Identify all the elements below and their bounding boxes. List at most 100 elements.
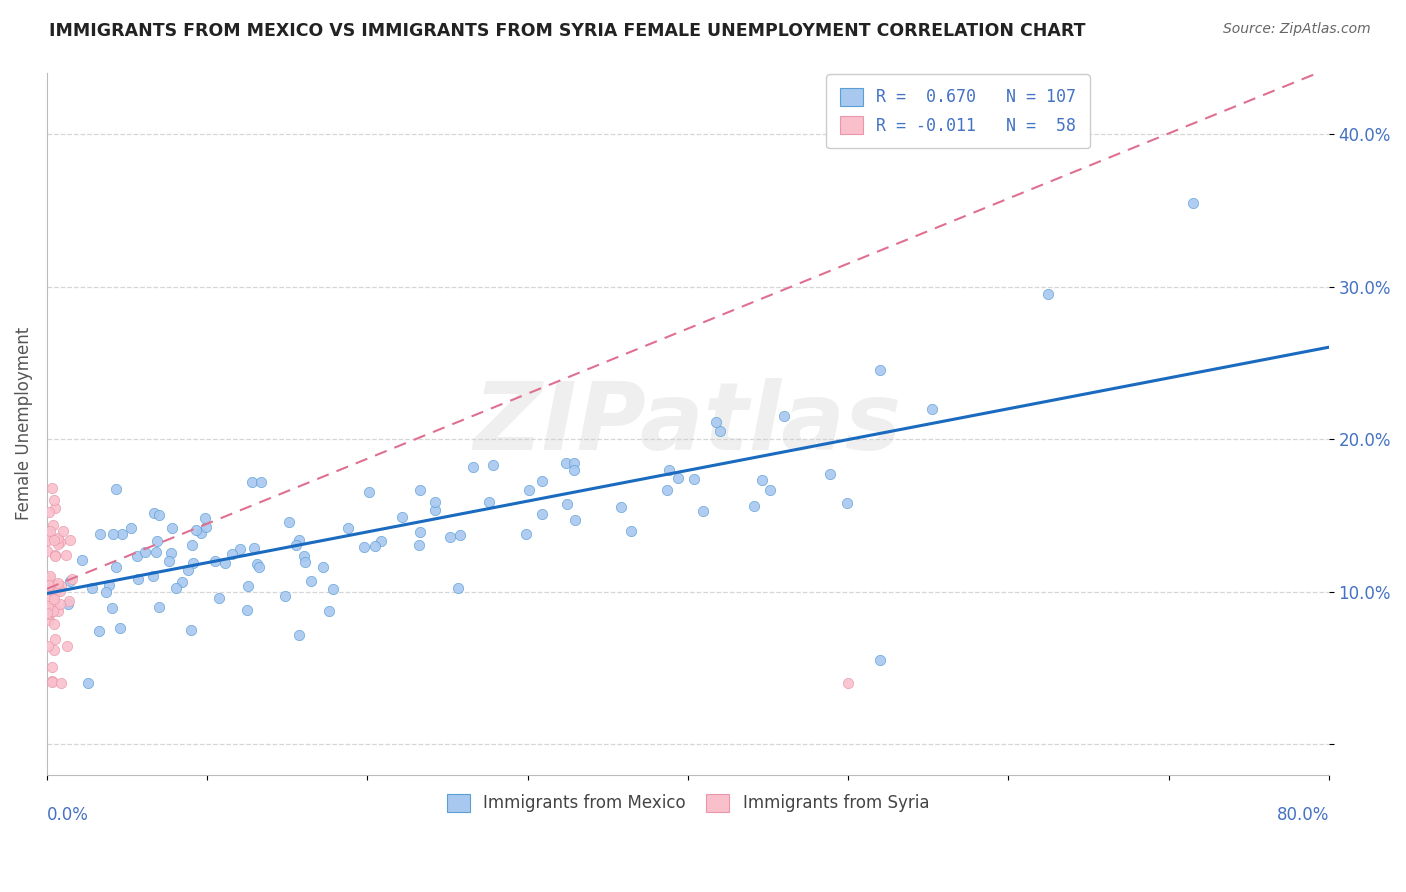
Point — [46, 531, 69, 545]
Point — [247, 559, 270, 574]
Point — [564, 513, 586, 527]
Point — [56, 597, 79, 611]
Point — [322, 582, 344, 596]
Point — [42, 580, 65, 594]
Point — [58, 594, 80, 608]
Point — [37, 533, 59, 548]
Point — [449, 527, 471, 541]
Point — [236, 603, 259, 617]
Point — [704, 415, 727, 429]
Point — [100, 601, 122, 615]
Point — [42, 604, 65, 618]
Point — [48, 584, 70, 599]
Point — [49, 535, 72, 549]
Text: IMMIGRANTS FROM MEXICO VS IMMIGRANTS FROM SYRIA FEMALE UNEMPLOYMENT CORRELATION : IMMIGRANTS FROM MEXICO VS IMMIGRANTS FRO… — [49, 22, 1085, 40]
Point — [46, 576, 69, 591]
Point — [157, 554, 180, 568]
Point — [301, 574, 323, 588]
Point — [180, 538, 202, 552]
Point — [284, 538, 307, 552]
Point — [204, 554, 226, 568]
Point — [658, 463, 681, 477]
Point — [146, 534, 169, 549]
Point — [37, 527, 59, 541]
Point — [165, 581, 187, 595]
Point — [111, 527, 134, 541]
Point — [44, 493, 66, 508]
Text: ZIPatlas: ZIPatlas — [474, 378, 901, 470]
Point — [555, 497, 578, 511]
Point — [49, 597, 72, 611]
Point — [38, 571, 60, 585]
Point — [42, 594, 65, 608]
Point — [44, 586, 66, 600]
Text: 0.0%: 0.0% — [46, 806, 89, 824]
Point — [666, 471, 689, 485]
Point — [610, 500, 633, 514]
Point — [657, 483, 679, 497]
Point — [184, 523, 207, 537]
Point — [759, 483, 782, 497]
Point — [142, 507, 165, 521]
Point — [52, 524, 75, 538]
Point — [709, 425, 731, 439]
Point — [44, 500, 66, 515]
Point — [240, 475, 263, 489]
Point — [42, 591, 65, 606]
Point — [364, 539, 387, 553]
Point — [425, 503, 447, 517]
Point — [105, 482, 128, 496]
Point — [39, 524, 62, 539]
Point — [89, 526, 111, 541]
Point — [554, 457, 576, 471]
Point — [97, 578, 120, 592]
Legend: Immigrants from Mexico, Immigrants from Syria: Immigrants from Mexico, Immigrants from … — [440, 787, 936, 819]
Point — [359, 485, 381, 500]
Point — [194, 520, 217, 534]
Point — [160, 546, 183, 560]
Point — [37, 574, 59, 588]
Point — [134, 545, 156, 559]
Point — [162, 521, 184, 535]
Point — [44, 533, 66, 547]
Point — [177, 563, 200, 577]
Point — [288, 533, 311, 547]
Point — [39, 605, 62, 619]
Point — [44, 548, 66, 562]
Point — [148, 599, 170, 614]
Point — [55, 549, 77, 563]
Point — [70, 553, 93, 567]
Point — [531, 507, 554, 521]
Point — [208, 591, 231, 605]
Point — [336, 521, 359, 535]
Point — [37, 599, 59, 613]
Point — [312, 559, 335, 574]
Point — [869, 363, 891, 377]
Point — [751, 474, 773, 488]
Point — [318, 604, 340, 618]
Point — [80, 582, 103, 596]
Point — [60, 572, 83, 586]
Point — [287, 628, 309, 642]
Point — [127, 549, 149, 563]
Point — [353, 540, 375, 554]
Point — [742, 499, 765, 513]
Point — [274, 589, 297, 603]
Point — [41, 660, 63, 674]
Point — [45, 583, 67, 598]
Point — [37, 606, 59, 620]
Point — [94, 585, 117, 599]
Point — [439, 530, 461, 544]
Point — [294, 555, 316, 569]
Point — [59, 574, 82, 588]
Point — [142, 568, 165, 582]
Point — [41, 673, 63, 688]
Point — [370, 534, 392, 549]
Point — [51, 676, 73, 690]
Point — [55, 639, 77, 653]
Point — [145, 545, 167, 559]
Point — [108, 621, 131, 635]
Point — [692, 504, 714, 518]
Point — [48, 537, 70, 551]
Point — [45, 577, 67, 591]
